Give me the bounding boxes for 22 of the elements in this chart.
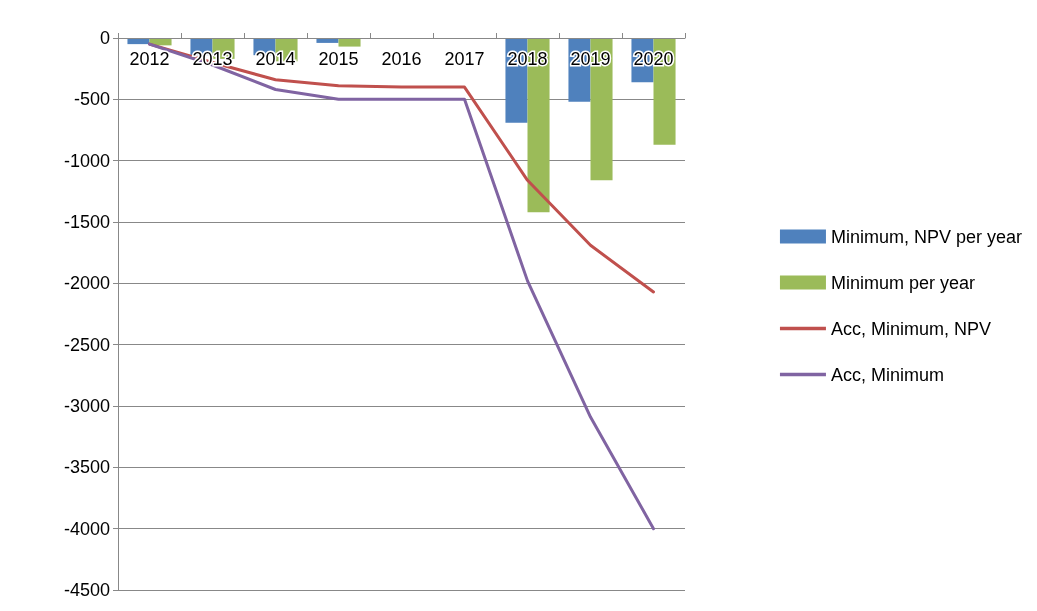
x-tick-label: 2014 [255,49,296,69]
y-tick-label: -2000 [63,273,110,294]
legend-label: Minimum per year [830,272,975,293]
x-tick-label: 2019 [570,49,611,69]
x-tick-label: 2018 [507,49,548,69]
y-tick-label: -4500 [63,580,110,600]
x-tick-label: 2020 [633,49,674,69]
y-tick-label: -500 [73,89,110,110]
y-tick-label: -3500 [63,457,110,478]
x-tick-label: 2012 [129,49,170,69]
x-tick-label: 2016 [381,49,422,69]
y-tick-label: 0 [99,28,110,48]
legend-label: Acc, Minimum, NPV [830,318,991,339]
y-tick-label: -1000 [63,150,110,171]
x-tick-label: 2017 [444,49,485,69]
x-tick-label: 2015 [318,49,359,69]
legend-label: Acc, Minimum [830,364,944,385]
y-tick-label: -4000 [63,518,110,539]
legend-label: Minimum, NPV per year [830,226,1023,247]
y-tick-label: -2500 [63,334,110,355]
y-tick-label: -1500 [63,212,110,232]
y-tick-label: -3000 [63,396,110,416]
